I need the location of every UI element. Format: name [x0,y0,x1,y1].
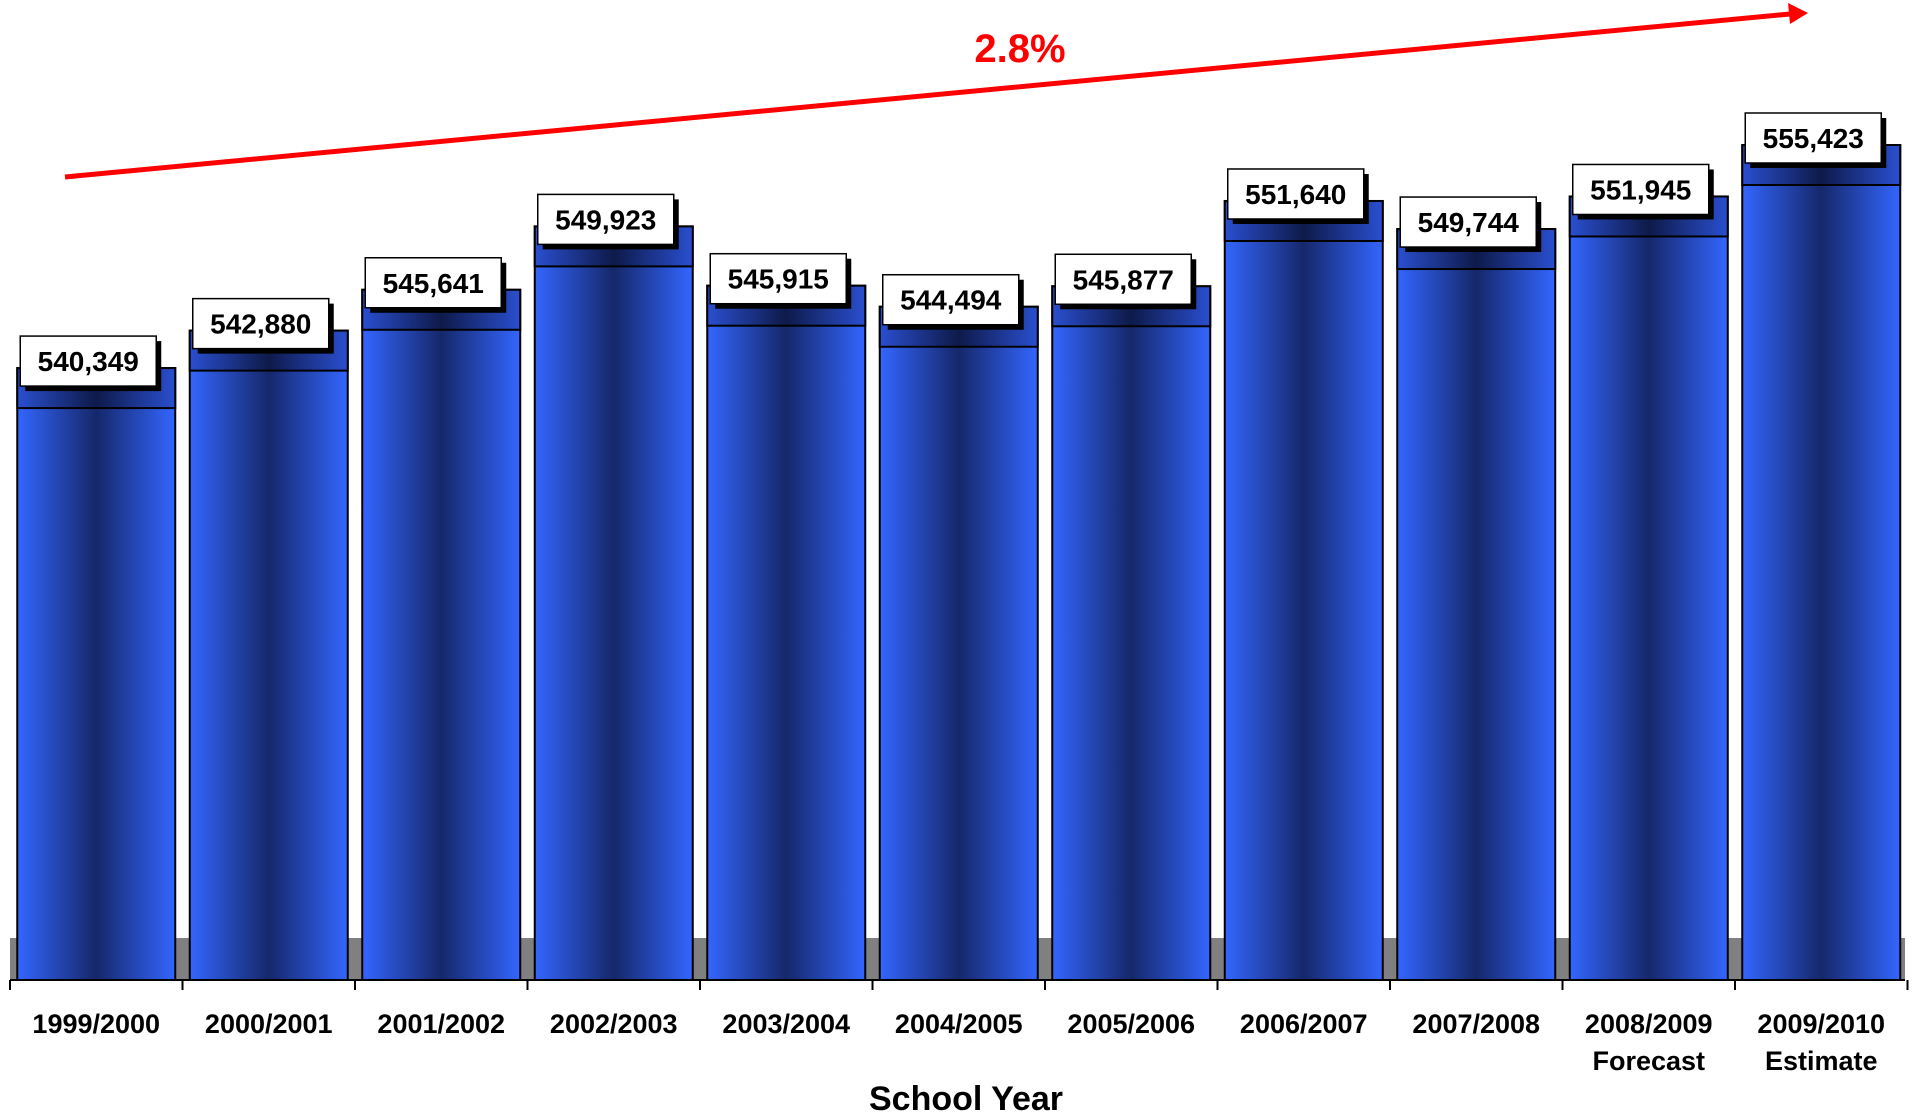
x-tick-label: 2000/2001 [205,1009,333,1039]
bar [1051,285,1212,981]
bar [16,367,177,982]
data-label: 542,880 [210,309,311,340]
data-label-box [364,257,502,309]
data-label-box [1399,196,1537,248]
data-label: 555,423 [1763,123,1864,154]
x-tick-label: Estimate [1765,1046,1878,1076]
x-tick-label: 2001/2002 [377,1009,505,1039]
data-label: 545,877 [1073,264,1174,295]
data-label: 544,494 [900,285,1002,316]
x-tick-label: 2005/2006 [1067,1009,1195,1039]
x-tick-label: 2007/2008 [1412,1009,1540,1039]
data-label-box [192,297,330,350]
bar [1741,144,1902,981]
data-label: 540,349 [38,346,139,377]
x-tick-label: Forecast [1592,1046,1705,1076]
trend-annotation: 2.8% [974,27,1065,71]
bar [1568,195,1729,981]
bar [878,305,1039,981]
data-label-box [1744,112,1882,164]
trend-arrow-head [1788,3,1808,24]
bar [188,329,349,981]
data-label: 545,641 [383,268,484,299]
bar [1223,199,1384,981]
bar [706,284,867,981]
data-label: 551,945 [1590,174,1691,205]
data-label-box [1572,163,1710,216]
data-label-box [709,252,847,305]
data-label-box [1054,253,1192,306]
bar [533,225,694,982]
x-axis-title: School Year [869,1080,1063,1115]
data-label-box [537,193,675,246]
x-tick-label: 2006/2007 [1240,1009,1368,1039]
x-tick-label: 2002/2003 [550,1009,678,1039]
data-label: 549,744 [1418,207,1520,238]
x-tick-label: 2008/2009 [1585,1009,1713,1039]
x-tick-label: 2009/2010 [1757,1009,1885,1039]
data-label: 551,640 [1245,179,1346,210]
trend-arrow-line [64,11,1791,180]
data-label: 549,923 [555,204,656,235]
x-tick-label: 1999/2000 [32,1009,160,1039]
data-label-box [1227,168,1365,220]
x-tick-label: 2004/2005 [895,1009,1023,1039]
data-label: 545,915 [728,264,829,295]
bar [1396,228,1557,982]
bar [361,288,522,981]
x-tick-label: 2003/2004 [722,1009,850,1039]
data-label-box [19,335,157,387]
data-label-box [882,273,1020,326]
